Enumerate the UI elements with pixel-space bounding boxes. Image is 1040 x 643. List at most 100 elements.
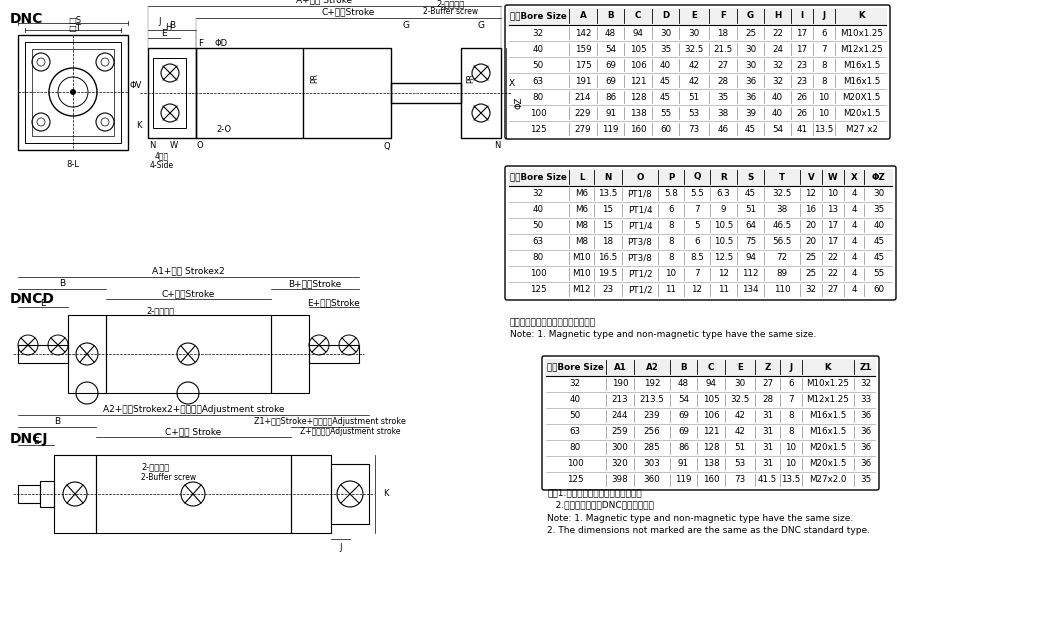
Text: 缸径Bore Size: 缸径Bore Size [510,12,567,21]
Text: A1+行程 Strokex2: A1+行程 Strokex2 [152,266,225,275]
Text: 106: 106 [629,60,646,69]
Text: 38: 38 [777,206,787,215]
Text: Q: Q [384,141,390,150]
Text: 55: 55 [659,109,671,118]
Text: 5.5: 5.5 [691,190,704,199]
FancyBboxPatch shape [505,166,896,300]
Text: □S: □S [68,17,81,26]
Text: 32.5: 32.5 [684,44,704,53]
Text: 45: 45 [660,77,671,86]
Text: T: T [779,172,785,181]
Text: 86: 86 [678,444,690,453]
Text: 2.未标注之尺寸与DNC标准型相同。: 2.未标注之尺寸与DNC标准型相同。 [547,500,654,509]
Text: 26: 26 [797,93,807,102]
Text: M16x1.5: M16x1.5 [842,77,880,86]
Text: A2+行程Strokex2+调整行程Adjustment stroke: A2+行程Strokex2+调整行程Adjustment stroke [103,404,284,413]
Text: 94: 94 [705,379,717,388]
Text: 121: 121 [703,428,720,437]
Text: 51: 51 [745,206,756,215]
Text: 4: 4 [852,285,857,294]
Text: 125: 125 [529,125,546,134]
Text: 13.5: 13.5 [781,476,801,484]
Text: 80: 80 [532,253,544,262]
Text: 35: 35 [659,44,671,53]
Text: 213.5: 213.5 [640,395,665,404]
Text: DNCJ: DNCJ [10,432,49,446]
Text: PT1/8: PT1/8 [627,190,652,199]
Text: 320: 320 [612,460,628,469]
Text: 缸径Bore Size: 缸径Bore Size [547,363,603,372]
Text: B: B [54,417,60,426]
Text: 23: 23 [602,285,614,294]
Text: 63: 63 [570,428,580,437]
Text: 64: 64 [745,221,756,230]
Text: 300: 300 [612,444,628,453]
Text: 8-L: 8-L [67,160,79,169]
Bar [291,455,331,533]
Text: N: N [494,141,500,150]
Text: W: W [170,141,178,150]
Bar [508,8,887,25]
Text: 6: 6 [822,28,827,37]
Text: 54: 54 [605,44,616,53]
Text: N: N [149,141,155,150]
Text: 30: 30 [688,28,700,37]
Text: M20X1.5: M20X1.5 [842,93,881,102]
Text: X: X [509,78,515,87]
Text: PT1/4: PT1/4 [628,221,652,230]
Text: 31: 31 [762,412,773,421]
Text: B: B [59,280,66,289]
Text: 27: 27 [718,60,729,69]
Text: 60: 60 [660,125,671,134]
Text: M8: M8 [575,237,588,246]
Text: 28: 28 [718,77,729,86]
Text: PT3/8: PT3/8 [627,253,652,262]
Text: W: W [828,172,838,181]
Text: 4: 4 [852,206,857,215]
Text: 28: 28 [762,395,773,404]
Text: Z+调整行程Adjustment stroke: Z+调整行程Adjustment stroke [300,428,400,437]
Bar [508,169,893,186]
Bar [54,455,96,533]
Text: 138: 138 [629,109,647,118]
Text: 35: 35 [718,93,729,102]
Text: 19.5: 19.5 [598,269,618,278]
Bar [148,48,196,138]
Text: 32: 32 [772,77,783,86]
Text: 25: 25 [745,28,756,37]
Text: 33: 33 [860,395,872,404]
Text: 22: 22 [772,28,783,37]
Text: 142: 142 [575,28,592,37]
Bar [391,83,461,103]
Text: J: J [789,363,792,372]
Text: 16: 16 [806,206,816,215]
Text: D: D [661,12,669,21]
Text: 48: 48 [678,379,690,388]
Text: B: B [680,363,686,372]
Text: □T: □T [68,24,81,33]
Text: 69: 69 [678,412,690,421]
Text: M12x1.25: M12x1.25 [840,44,883,53]
Text: 2-Buffer screw: 2-Buffer screw [141,473,197,482]
Text: 175: 175 [575,60,592,69]
Text: 13.5: 13.5 [598,190,618,199]
Text: L: L [578,172,584,181]
Text: 23: 23 [797,60,808,69]
Text: 8: 8 [668,237,674,246]
Text: 63: 63 [532,77,544,86]
Text: M10: M10 [572,269,591,278]
Text: A: A [579,12,587,21]
Text: A2: A2 [646,363,658,372]
Text: 8: 8 [788,412,794,421]
Text: H: H [774,12,781,21]
Text: 119: 119 [675,476,692,484]
Text: 40: 40 [874,221,885,230]
Text: 25: 25 [805,269,816,278]
Text: 138: 138 [703,460,720,469]
Text: 40: 40 [570,395,580,404]
Text: Z: Z [764,363,771,372]
FancyBboxPatch shape [542,356,879,490]
Text: M16x1.5: M16x1.5 [809,428,847,437]
Text: 36: 36 [860,428,872,437]
Text: E: E [161,28,166,37]
